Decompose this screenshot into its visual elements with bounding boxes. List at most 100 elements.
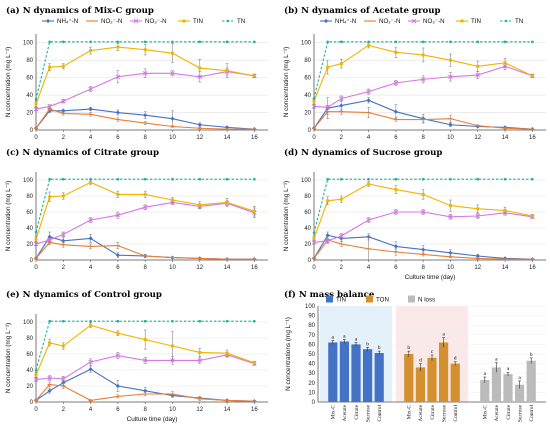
legend-swatch (366, 295, 373, 303)
legend-label: TON (376, 296, 389, 303)
chart-title: (f) N mass balance (284, 289, 375, 300)
y-tick-label: 20 (26, 384, 33, 390)
series-1 (33, 239, 257, 261)
bar (439, 342, 449, 402)
x-tick-label: 2 (340, 135, 344, 141)
series-line (313, 41, 533, 99)
data-point (34, 368, 38, 372)
data-point (421, 177, 425, 181)
series-4 (312, 177, 534, 235)
y-tick-label: 0 (308, 258, 312, 264)
y-axis-label: N concentration (mg L⁻¹) (5, 47, 12, 118)
series-2 (33, 352, 257, 382)
y-tick-label: 20 (308, 381, 315, 387)
y-tick-label: 40 (26, 226, 33, 232)
data-point (420, 209, 426, 215)
data-point (61, 177, 65, 181)
series-line (35, 181, 255, 240)
legend-label: NH₄⁺-N (335, 18, 356, 25)
y-axis-label: N concentration (mg L⁻¹) (283, 47, 290, 118)
data-point (326, 177, 329, 181)
x-tick-label: 6 (394, 135, 398, 141)
data-point (253, 40, 256, 44)
series-line (35, 178, 255, 233)
data-point (421, 53, 425, 57)
data-point (339, 62, 343, 66)
y-tick-label: 60 (26, 76, 33, 82)
data-point (89, 319, 92, 323)
y-tick-label: 100 (301, 41, 312, 47)
x-tick-label: 12 (474, 135, 481, 141)
y-tick-label: 40 (26, 368, 33, 374)
x-axis-label: Culture time (day) (405, 274, 456, 281)
data-point (143, 192, 147, 196)
series-line (35, 70, 255, 110)
series-line (35, 324, 255, 376)
x-tick-label: 16 (251, 407, 258, 413)
data-point (326, 40, 329, 44)
bar (415, 367, 425, 402)
data-point (339, 103, 344, 108)
series-3 (312, 181, 534, 242)
y-tick-label: 40 (26, 93, 33, 99)
data-point (48, 341, 52, 345)
series-line (35, 241, 255, 260)
data-point (311, 240, 317, 245)
data-point (421, 40, 425, 44)
data-point (531, 40, 534, 44)
y-tick-label: 40 (304, 226, 311, 232)
y-tick-label: 60 (26, 352, 33, 358)
data-point (34, 98, 38, 101)
data-point (448, 122, 453, 127)
x-tick-label: 14 (502, 265, 509, 271)
data-point (326, 65, 330, 69)
data-point (503, 40, 507, 44)
x-tick-label: 16 (251, 135, 258, 141)
y-axis-label: N concentration (mg L⁻¹) (5, 323, 12, 394)
data-point (143, 113, 148, 118)
data-point (252, 209, 256, 213)
x-tick-label: 4 (367, 265, 371, 271)
y-tick-label: 100 (23, 41, 34, 47)
bar (491, 367, 501, 402)
x-tick-label: 16 (529, 135, 536, 141)
series-0 (311, 97, 535, 132)
x-tick-label: 16 (529, 265, 536, 271)
data-point (312, 97, 316, 100)
x-tick-label: Control (453, 405, 459, 422)
data-point (143, 40, 147, 44)
data-point (421, 247, 426, 252)
legend-label: TIN (471, 18, 481, 25)
data-point (530, 214, 534, 218)
bar (363, 349, 373, 402)
data-point (142, 358, 148, 363)
series-0 (33, 365, 257, 404)
data-point (34, 373, 38, 377)
data-point (48, 319, 51, 323)
series-1: b Mix-C d Acetate c Citrate a Sucrose d Control (404, 332, 460, 422)
chart-title: (e) N dynamics of Control group (6, 289, 162, 300)
series-line (35, 368, 255, 402)
x-tick-label: 2 (340, 265, 344, 271)
y-tick-label: 0 (312, 400, 316, 406)
y-tick-label: 0 (30, 400, 34, 406)
x-tick-label: 12 (196, 265, 203, 271)
x-tick-label: 12 (196, 407, 203, 413)
legend: TIN TON N loss (326, 295, 435, 303)
x-tick-label: 10 (169, 265, 176, 271)
series-line (313, 65, 533, 108)
series-3 (312, 42, 534, 105)
data-point (394, 40, 398, 44)
data-point (252, 361, 256, 365)
chart-title: (b) N dynamics of Acetate group (284, 5, 441, 16)
data-point (225, 40, 229, 44)
series-4 (312, 40, 534, 100)
series-line (313, 239, 533, 260)
data-point (325, 104, 330, 110)
data-point (393, 109, 398, 114)
x-tick-label: 8 (422, 265, 426, 271)
x-tick-label: 4 (89, 135, 93, 141)
significance-letter: b (366, 341, 369, 347)
series-2: a Mix-C a Acetate a Citrate a Sucrose b Control (480, 352, 536, 422)
series-3 (34, 43, 256, 107)
